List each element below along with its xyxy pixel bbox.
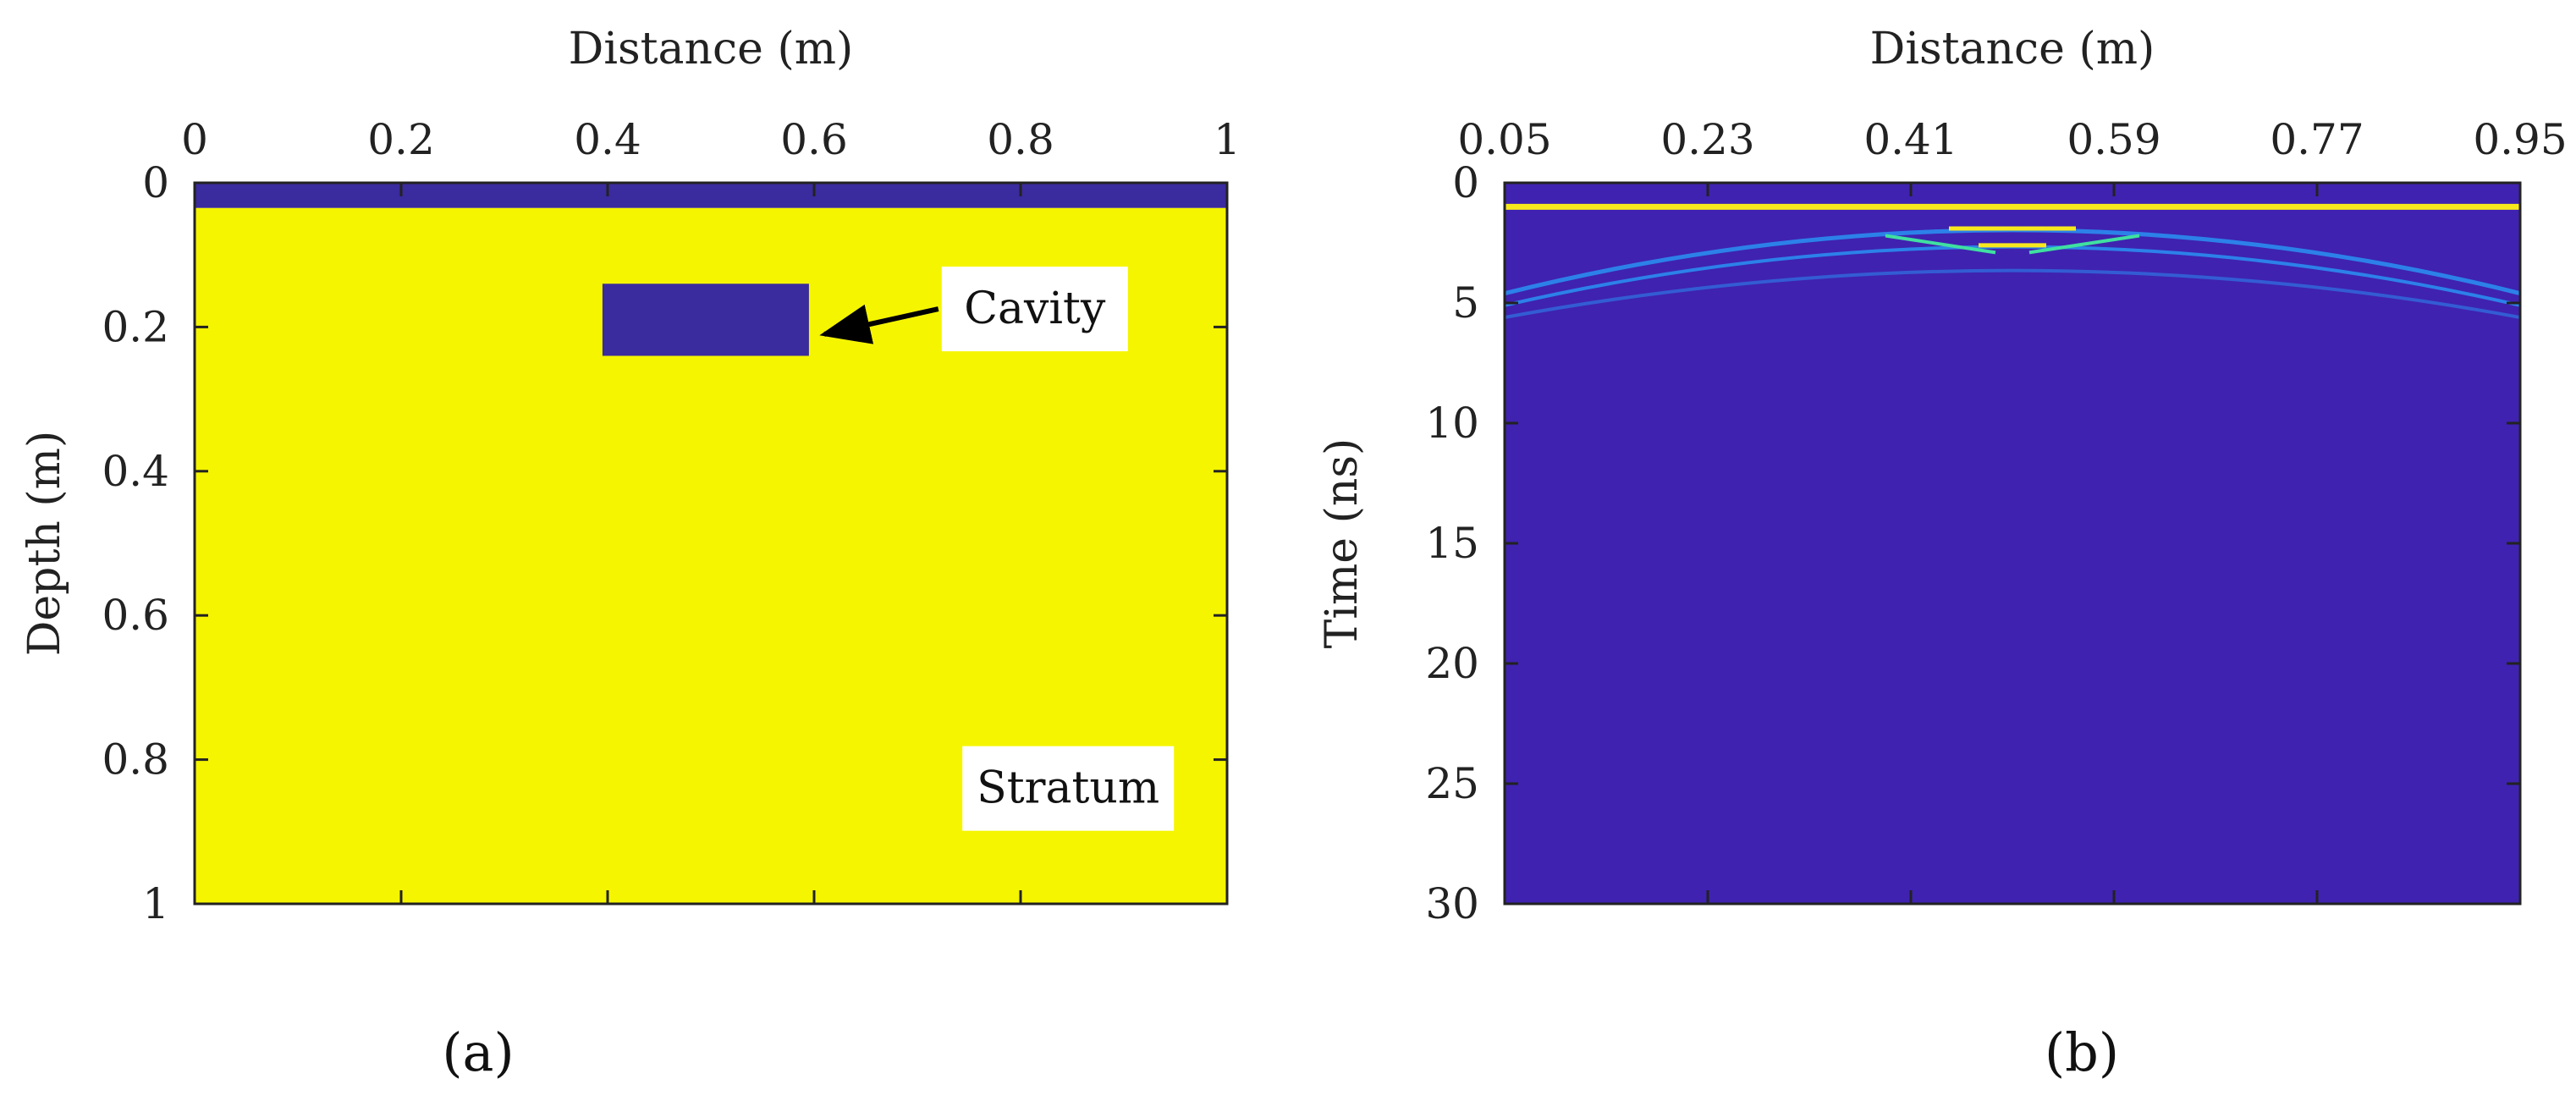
x-tick-label: 0.23 bbox=[1660, 115, 1754, 164]
y-tick-label: 10 bbox=[1425, 399, 1479, 448]
x-axis-label: Distance (m) bbox=[1870, 24, 2155, 74]
panel-label: (b) bbox=[2045, 1021, 2119, 1083]
y-tick-label: 0.8 bbox=[102, 735, 169, 784]
annotation-label-cavity: Cavity bbox=[964, 284, 1106, 334]
x-tick-label: 0 bbox=[181, 115, 208, 164]
x-tick-label: 0.6 bbox=[780, 115, 848, 164]
y-tick-label: 25 bbox=[1425, 759, 1479, 808]
annotation-box-cavity bbox=[941, 267, 1128, 352]
cavity-arrow bbox=[819, 304, 939, 344]
diffraction-hyperbola bbox=[1504, 268, 2521, 320]
x-tick-label: 0.4 bbox=[574, 115, 641, 164]
x-tick-label: 0.05 bbox=[1457, 115, 1551, 164]
y-tick-label: 0 bbox=[142, 158, 169, 207]
y-tick-label: 0.2 bbox=[102, 302, 169, 351]
panel-b-gpr-profile: 0.05 0.23 0.41 0.59 0.77 0.95 0 5 10 15 20 25 30 Dist… bbox=[1317, 24, 2568, 1083]
panel-label: (a) bbox=[442, 1021, 514, 1083]
y-axis-label: Depth (m) bbox=[19, 431, 70, 657]
x-tick-label: 0.41 bbox=[1863, 115, 1957, 164]
plot-frame bbox=[193, 181, 1229, 906]
y-tick-label: 1 bbox=[142, 879, 169, 928]
y-tick-label: 30 bbox=[1425, 879, 1479, 928]
y-tick-label: 0.6 bbox=[102, 591, 169, 640]
x-tick-label: 0.59 bbox=[2067, 115, 2160, 164]
x-tick-label: 0.2 bbox=[367, 115, 435, 164]
x-tick-label: 0.95 bbox=[2473, 115, 2567, 164]
y-tick-label: 5 bbox=[1452, 278, 1479, 328]
y-tick-label: 0 bbox=[1452, 158, 1479, 207]
x-tick-label: 0.77 bbox=[2270, 115, 2364, 164]
region-cavity bbox=[602, 284, 809, 356]
region-air-layer bbox=[195, 183, 1227, 208]
apex-crossing-reflections bbox=[1885, 234, 2140, 255]
annotation-box-stratum bbox=[962, 746, 1175, 831]
gpr-background bbox=[1505, 183, 2520, 904]
panel-a-depth-model: Cavity Stratum 0 0.2 0.4 0.6 0.8 1 0 0.2 0.4 0.6 0.8… bbox=[19, 24, 1241, 1083]
x-tick-label: 1 bbox=[1214, 115, 1241, 164]
x-axis-label: Distance (m) bbox=[569, 24, 854, 74]
annotation-label-stratum: Stratum bbox=[977, 763, 1159, 814]
y-tick-label: 0.4 bbox=[102, 447, 169, 496]
x-tick-label: 0.8 bbox=[987, 115, 1054, 164]
y-tick-label: 15 bbox=[1425, 519, 1479, 568]
y-axis-label: Time (ns) bbox=[1317, 438, 1368, 649]
y-tick-label: 20 bbox=[1425, 639, 1479, 688]
